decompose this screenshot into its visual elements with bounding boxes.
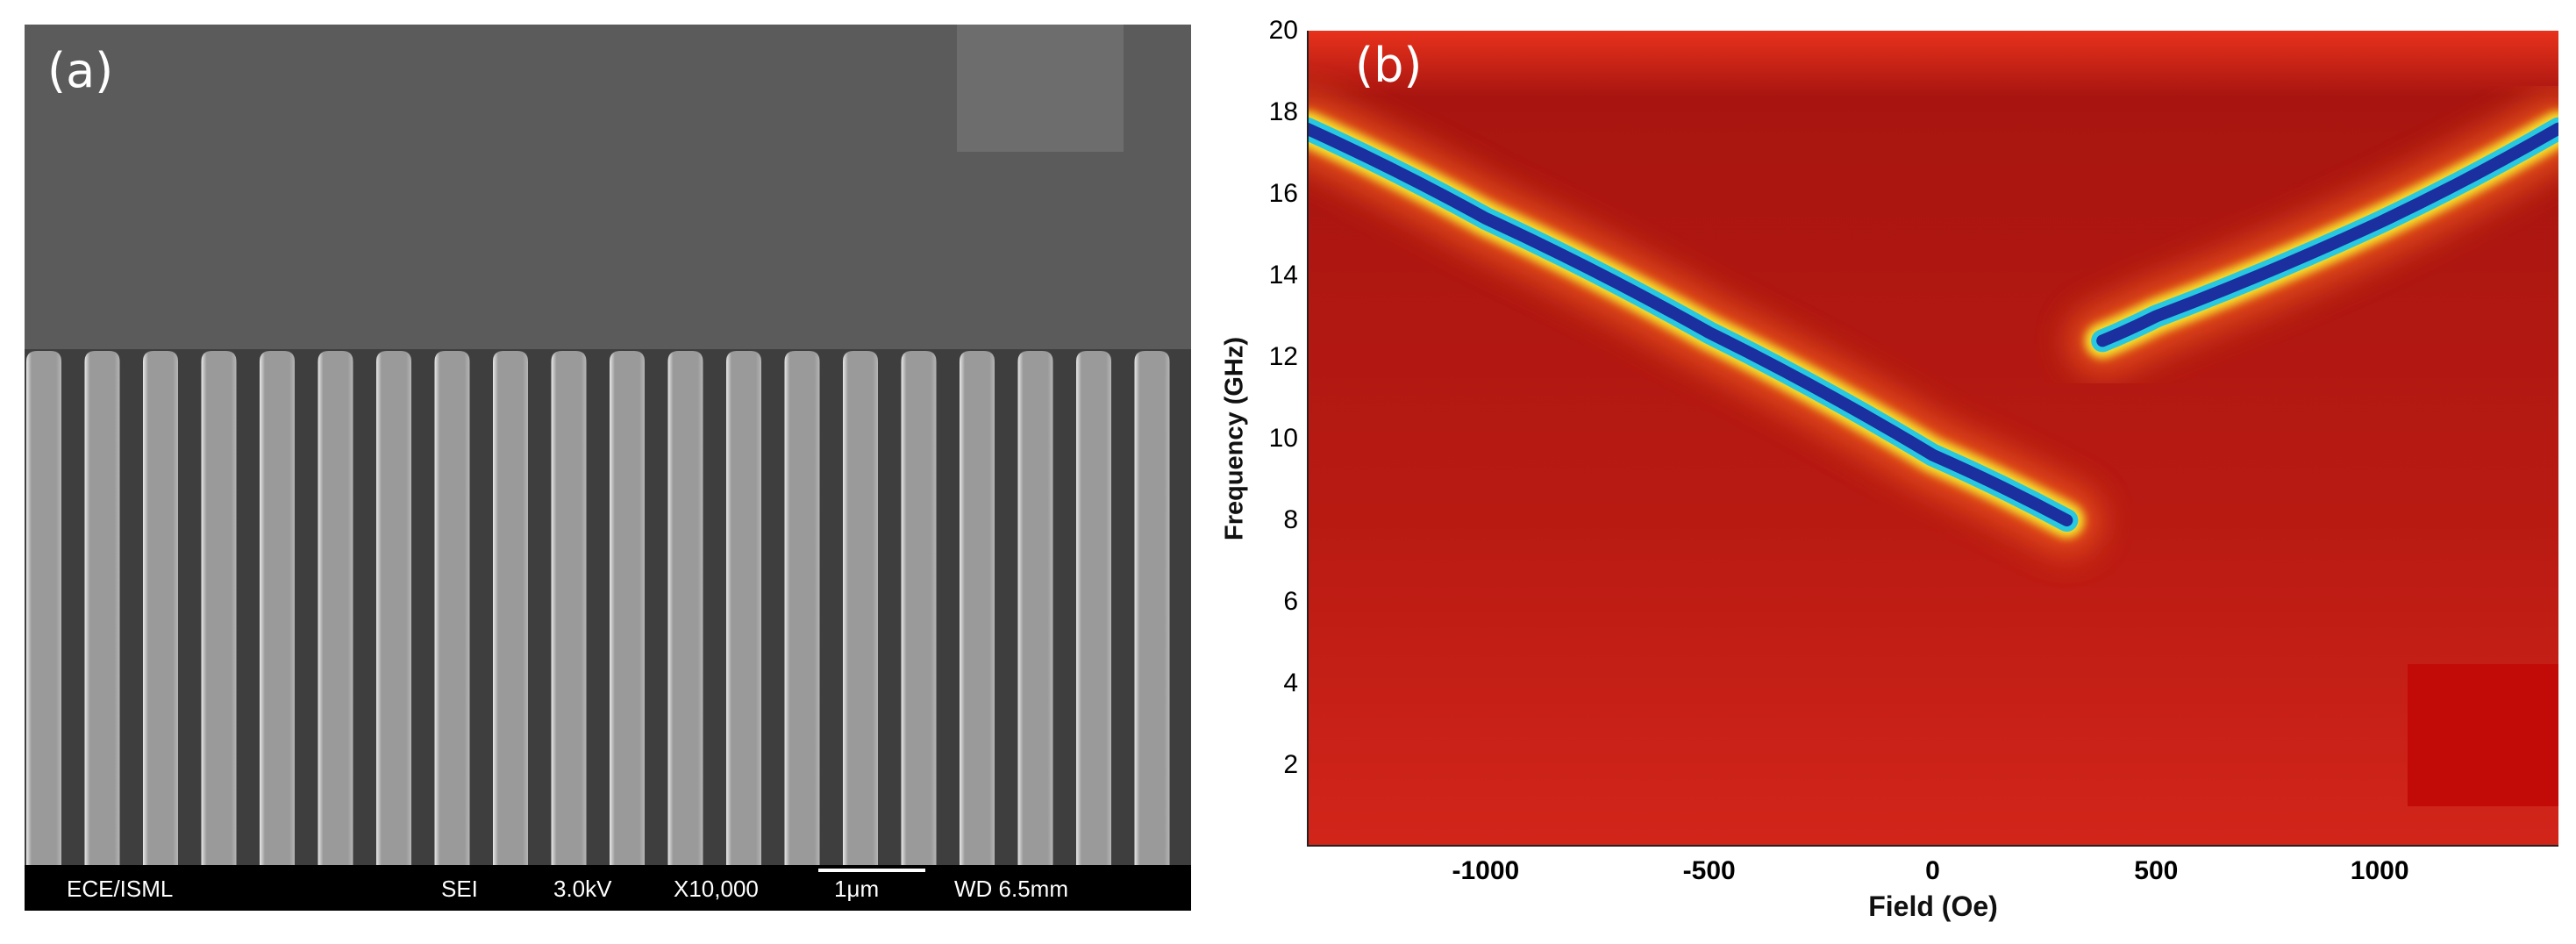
mode-branch-positive-field xyxy=(2067,93,2558,376)
nanowire xyxy=(26,351,61,867)
y-tick-label: 20 xyxy=(1268,16,1298,45)
y-tick-label: 12 xyxy=(1268,342,1298,371)
image-patch xyxy=(957,25,1124,152)
nanowire xyxy=(260,351,295,867)
nanowire xyxy=(667,351,703,867)
panel-b-label: (b) xyxy=(1355,38,1423,93)
nanowire xyxy=(551,351,587,867)
nanowire xyxy=(84,351,120,867)
sem-working-distance-text: WD 6.5mm xyxy=(954,876,1068,902)
x-axis-label: Field (Oe) xyxy=(1868,890,1998,922)
y-tick-label: 16 xyxy=(1268,179,1298,208)
nanowire xyxy=(784,351,820,867)
sem-magnification-text: X10,000 xyxy=(674,876,759,902)
y-tick-label: 2 xyxy=(1283,750,1298,779)
y-tick-label: 4 xyxy=(1283,669,1298,697)
x-tick-label: 0 xyxy=(1925,856,1940,885)
nanowire xyxy=(1076,351,1111,867)
x-tick-label: 500 xyxy=(2134,856,2179,885)
nanowire xyxy=(610,351,645,867)
nanowire xyxy=(960,351,995,867)
y-tick-label: 14 xyxy=(1268,261,1298,290)
sem-panel: (a) ECE/ISML SEI 3.0kV X10,000 1μm WD 6.… xyxy=(25,25,1191,911)
nanowire xyxy=(493,351,528,867)
nanowire xyxy=(843,351,878,867)
sem-info-bar: ECE/ISML SEI 3.0kV X10,000 1μm WD 6.5mm xyxy=(25,865,1191,911)
heatmap-panel xyxy=(1307,31,2558,847)
nanowire xyxy=(1017,351,1053,867)
nanowire xyxy=(434,351,470,867)
branch-core xyxy=(2096,122,2558,347)
y-tick-label: 10 xyxy=(1268,424,1298,453)
x-tick-label: -1000 xyxy=(1452,856,1520,885)
sem-mode-text: SEI xyxy=(441,876,478,902)
panel-a-label: (a) xyxy=(47,43,114,98)
sem-voltage-text: 3.0kV xyxy=(553,876,612,902)
heatmap-plot xyxy=(1307,31,2558,847)
nanowire xyxy=(143,351,178,867)
y-tick-label: 6 xyxy=(1283,587,1298,616)
substrate xyxy=(25,349,1191,876)
nanowire xyxy=(901,351,937,867)
x-tick-label: -500 xyxy=(1682,856,1736,885)
scale-bar xyxy=(818,869,925,872)
x-tick-label: 1000 xyxy=(2350,856,2409,885)
image-patch xyxy=(2408,664,2558,806)
nanowire xyxy=(726,351,761,867)
y-tick-label: 8 xyxy=(1283,505,1298,534)
sem-lab-text: ECE/ISML xyxy=(67,876,174,902)
nanowire xyxy=(1134,351,1170,867)
nanowire xyxy=(376,351,411,867)
nanowire xyxy=(318,351,353,867)
nanowire xyxy=(201,351,237,867)
y-tick-label: 18 xyxy=(1268,97,1298,126)
mode-branch-negative-field xyxy=(1307,93,2102,555)
sem-image xyxy=(25,25,1191,876)
y-axis-label: Frequency (GHz) xyxy=(1220,336,1249,541)
branch-core xyxy=(1307,122,2073,526)
sem-scale-text: 1μm xyxy=(834,876,880,902)
